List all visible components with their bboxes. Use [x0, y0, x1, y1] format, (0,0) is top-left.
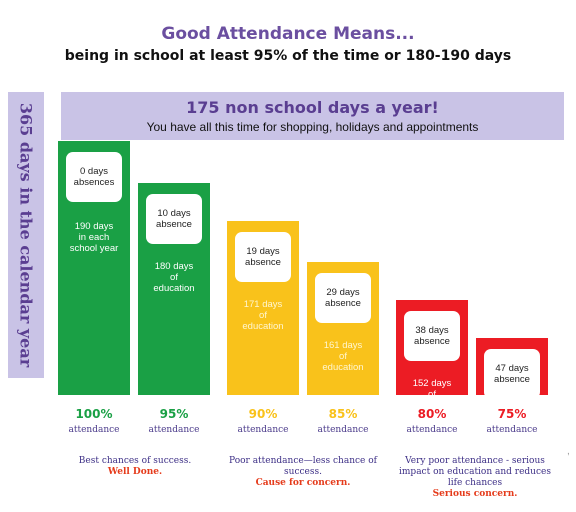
attendance-percent-1: 95% — [159, 407, 189, 421]
caption-yellow: Poor attendance—less chance of success. … — [223, 456, 383, 489]
page-title: Good Attendance Means... — [161, 24, 415, 44]
attendance-percent-5: 75% — [497, 407, 527, 421]
education-label-1: 180 days of education — [153, 261, 195, 294]
caption-yellow-highlight: Cause for concern. — [255, 478, 351, 488]
absence-box-4: 38 days absence — [404, 311, 460, 362]
absence-box-0: 0 days absences — [66, 152, 122, 203]
attendance-label-2: attendance — [237, 425, 289, 435]
non-school-days-banner: 175 non school days a year! You have all… — [61, 92, 564, 140]
attendance-label-3: attendance — [317, 425, 369, 435]
attendance-percent-4: 80% — [417, 407, 447, 421]
attendance-label-5: attendance — [486, 425, 538, 435]
attendance-percent-2: 90% — [248, 407, 278, 421]
attendance-percent-0: 100% — [75, 407, 113, 421]
calendar-year-side-label: 365 days in the calendar year — [8, 92, 44, 378]
absence-box-1: 10 days absence — [146, 194, 202, 244]
education-label-0: 190 days in each school year — [69, 221, 119, 255]
attendance-label-1: attendance — [148, 425, 200, 435]
education-label-3: 161 days of education — [322, 340, 364, 374]
page-subtitle: being in school at least 95% of the time… — [64, 48, 512, 64]
attendance-label-4: attendance — [406, 425, 458, 435]
attendance-percent-3: 85% — [328, 407, 358, 421]
education-label-4: 152 days of education — [411, 378, 453, 412]
caption-green: Best chances of success. Well Done. — [60, 456, 210, 478]
caption-red: Very poor attendance - serious impact on… — [395, 456, 555, 500]
absence-box-3: 29 days absence — [315, 273, 371, 324]
caption-green-highlight: Well Done. — [107, 467, 163, 477]
education-label-2: 171 days of education — [242, 298, 284, 332]
banner-text: You have all this time for shopping, hol… — [146, 120, 479, 134]
caption-green-text: Best chances of success. — [78, 456, 192, 466]
absence-box-5: 47 days absence — [484, 348, 540, 399]
caption-yellow-text: Poor attendance—less chance of success. — [229, 456, 377, 477]
caption-red-text: Very poor attendance - serious impact on… — [399, 456, 551, 488]
caption-red-highlight: Serious concern. — [432, 489, 518, 499]
banner-heading: 175 non school days a year! — [186, 98, 439, 117]
absence-box-2: 19 days absence — [235, 231, 291, 282]
attendance-label-0: attendance — [68, 425, 120, 435]
education-label-5: 143 days of education — [491, 415, 533, 449]
edge-mark: , — [567, 446, 570, 457]
